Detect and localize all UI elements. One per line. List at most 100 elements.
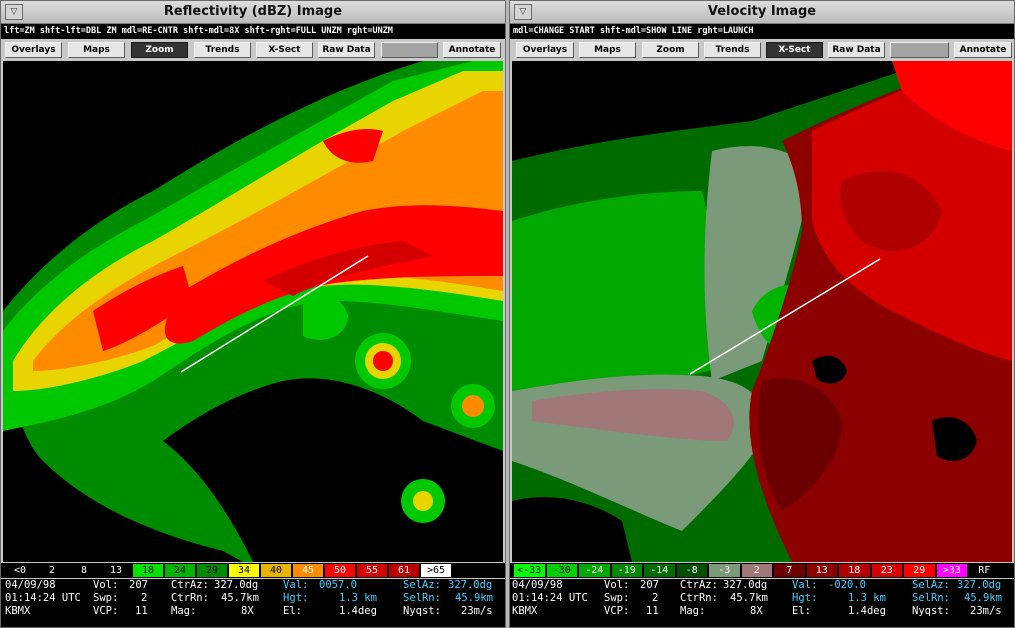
scale-cell: -14 xyxy=(644,564,675,577)
val-label: Val: xyxy=(283,579,309,591)
el-label: El: xyxy=(283,605,302,617)
scale-cell: 55 xyxy=(357,564,387,577)
date-text: 04/09/98 xyxy=(512,579,563,591)
ctrrn-label: CtrRn: xyxy=(680,592,718,604)
zoom-button[interactable]: Zoom xyxy=(642,42,699,58)
ctraz-value: 327.0dg xyxy=(214,579,259,591)
scale-cell: 34 xyxy=(229,564,259,577)
maps-button[interactable]: Maps xyxy=(579,42,636,58)
vcp-value: 11 xyxy=(646,605,659,617)
vol-value: 207 xyxy=(129,579,148,591)
scale-cell: >33 xyxy=(936,564,967,577)
scale-cell: 18 xyxy=(133,564,163,577)
mag-value: 8X xyxy=(241,605,254,617)
nyqst-label: Nyqst: xyxy=(403,605,441,617)
selaz-value: 327.0dg xyxy=(448,579,493,591)
vol-value: 207 xyxy=(640,579,659,591)
time-text: 01:14:24 UTC xyxy=(512,592,588,604)
val-value: -020.0 xyxy=(828,579,866,591)
ctraz-value: 327.0dg xyxy=(723,579,768,591)
trends-button[interactable]: Trends xyxy=(704,42,761,58)
velocity-image xyxy=(512,61,1012,562)
x-sect-button[interactable]: X-Sect xyxy=(766,42,823,58)
velocity-window: ▽ Velocity Image mdl=CHANGE START shft-m… xyxy=(509,0,1015,628)
el-label: El: xyxy=(792,605,811,617)
blank-button[interactable] xyxy=(381,42,438,58)
scale-cell: -3 xyxy=(709,564,740,577)
ctrrn-label: CtrRn: xyxy=(171,592,209,604)
nyqst-label: Nyqst: xyxy=(912,605,950,617)
cross-section-line[interactable] xyxy=(689,258,881,375)
trends-button[interactable]: Trends xyxy=(194,42,251,58)
mag-value: 8X xyxy=(750,605,763,617)
date-text: 04/09/98 xyxy=(5,579,56,591)
scale-cell: -30 xyxy=(546,564,577,577)
scale-cell: 13 xyxy=(101,564,131,577)
mouse-hint-bar: lft=ZM shft-lft=DBL ZM mdl=RE-CNTR shft-… xyxy=(1,24,505,39)
val-value: 0057.0 xyxy=(319,579,357,591)
swp-value: 2 xyxy=(141,592,148,604)
scale-cell: 13 xyxy=(806,564,837,577)
title-bar[interactable]: ▽ Velocity Image xyxy=(510,1,1014,24)
reflectivity-window: ▽ Reflectivity (dBZ) Image lft=ZM shft-l… xyxy=(0,0,506,628)
scale-cell: 7 xyxy=(774,564,805,577)
selrn-label: SelRn: xyxy=(912,592,950,604)
annotate-button[interactable]: Annotate xyxy=(443,42,501,58)
window-menu-button[interactable]: ▽ xyxy=(514,4,532,20)
scale-cell: 2 xyxy=(37,564,67,577)
scale-cell: -19 xyxy=(611,564,642,577)
selaz-label: SelAz: xyxy=(403,579,441,591)
reflectivity-color-scale: <0 2 8 13 18 24 29 34 40 45 50 55 61 >65 xyxy=(1,563,505,578)
scale-cell: 8 xyxy=(69,564,99,577)
blank-button[interactable] xyxy=(890,42,949,58)
velocity-radar-display[interactable] xyxy=(512,61,1012,562)
window-title: Reflectivity (dBZ) Image xyxy=(163,4,343,19)
scale-cell: 24 xyxy=(165,564,195,577)
scale-cell: <0 xyxy=(5,564,35,577)
annotate-button[interactable]: Annotate xyxy=(954,42,1012,58)
title-bar[interactable]: ▽ Reflectivity (dBZ) Image xyxy=(1,1,505,24)
raw-data-button[interactable]: Raw Data xyxy=(828,42,885,58)
scale-cell: 61 xyxy=(389,564,419,577)
scale-cell: 18 xyxy=(839,564,870,577)
overlays-button[interactable]: Overlays xyxy=(5,42,62,58)
selrn-label: SelRn: xyxy=(403,592,441,604)
vcp-label: VCP: xyxy=(604,605,630,617)
x-sect-button[interactable]: X-Sect xyxy=(256,42,313,58)
val-label: Val: xyxy=(792,579,818,591)
selrn-value: 45.9km xyxy=(455,592,493,604)
status-info-panel: 04/09/98 01:14:24 UTC KBMX Vol: 207 Swp:… xyxy=(510,579,1014,627)
vcp-label: VCP: xyxy=(93,605,119,617)
vcp-value: 11 xyxy=(135,605,148,617)
status-info-panel: 04/09/98 01:14:24 UTC KBMX Vol: 207 Swp:… xyxy=(1,579,505,627)
cross-section-line[interactable] xyxy=(180,255,369,373)
overlays-button[interactable]: Overlays xyxy=(516,42,574,58)
chevron-down-icon: ▽ xyxy=(519,7,527,17)
toolbar: Overlays Maps Zoom Trends X-Sect Raw Dat… xyxy=(1,39,505,61)
time-text: 01:14:24 UTC xyxy=(5,592,81,604)
mag-label: Mag: xyxy=(680,605,706,617)
scale-cell: >65 xyxy=(421,564,451,577)
maps-button[interactable]: Maps xyxy=(68,42,125,58)
selaz-label: SelAz: xyxy=(912,579,950,591)
scale-cell: -24 xyxy=(579,564,610,577)
swp-label: Swp: xyxy=(604,592,630,604)
reflectivity-radar-display[interactable] xyxy=(3,61,503,562)
el-value: 1.4deg xyxy=(848,605,886,617)
el-value: 1.4deg xyxy=(339,605,377,617)
selaz-value: 327.0dg xyxy=(957,579,1002,591)
window-menu-button[interactable]: ▽ xyxy=(5,4,23,20)
mouse-hint-bar: mdl=CHANGE START shft-mdl=SHOW LINE rght… xyxy=(510,24,1014,39)
ctraz-label: CtrAz: xyxy=(171,579,209,591)
hgt-label: Hgt: xyxy=(283,592,309,604)
mag-label: Mag: xyxy=(171,605,197,617)
hgt-value: 1.3 km xyxy=(848,592,886,604)
zoom-button[interactable]: Zoom xyxy=(131,42,188,58)
ctrrn-value: 45.7km xyxy=(730,592,768,604)
raw-data-button[interactable]: Raw Data xyxy=(318,42,375,58)
site-text: KBMX xyxy=(5,605,31,617)
scale-cell: 45 xyxy=(293,564,323,577)
scale-cell: -8 xyxy=(676,564,707,577)
scale-cell: 29 xyxy=(904,564,935,577)
scale-cell: 29 xyxy=(197,564,227,577)
